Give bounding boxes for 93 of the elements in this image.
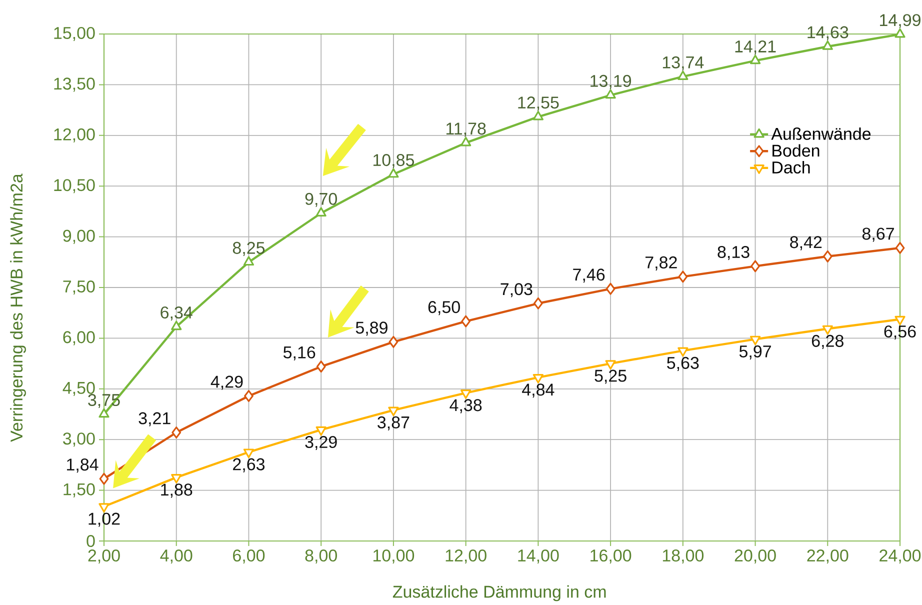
data-label: 10,85 bbox=[373, 154, 414, 168]
point bbox=[750, 260, 760, 272]
y-tick-label: 15,00 bbox=[54, 26, 95, 42]
point bbox=[388, 336, 398, 348]
point bbox=[171, 474, 182, 484]
point bbox=[606, 282, 616, 295]
point bbox=[532, 110, 544, 120]
data-label: 6,28 bbox=[812, 334, 844, 349]
data-label: 5,25 bbox=[594, 370, 626, 384]
data-label: 14,99 bbox=[880, 14, 920, 28]
y-tick-label: 4,50 bbox=[62, 382, 95, 396]
point bbox=[822, 325, 833, 335]
data-label: 7,46 bbox=[573, 268, 605, 283]
data-label: 12,55 bbox=[518, 96, 559, 111]
data-label: 13,74 bbox=[662, 56, 704, 70]
data-label: 5,63 bbox=[667, 356, 699, 371]
data-label: 3,29 bbox=[305, 436, 337, 450]
data-label: 8,25 bbox=[232, 242, 265, 256]
y-tick-label: 6,00 bbox=[63, 331, 95, 346]
legend-label: Dach bbox=[772, 161, 810, 174]
data-label: 2,63 bbox=[233, 458, 265, 472]
legend-label: Außenwände bbox=[771, 127, 871, 140]
point bbox=[605, 360, 616, 370]
y-tick-label: 13,50 bbox=[54, 78, 95, 92]
point bbox=[243, 256, 254, 266]
x-tick-label: 14,00 bbox=[518, 550, 559, 564]
point bbox=[99, 472, 109, 485]
point bbox=[316, 207, 326, 217]
point bbox=[171, 320, 182, 330]
data-label: 4,29 bbox=[210, 376, 243, 390]
x-tick-label: 4,00 bbox=[160, 550, 192, 564]
data-label: 5,16 bbox=[283, 346, 316, 360]
data-label: 7,82 bbox=[646, 256, 677, 270]
data-label: 3,21 bbox=[138, 412, 170, 426]
y-tick-label: 1,50 bbox=[64, 483, 95, 498]
point bbox=[894, 316, 906, 326]
point bbox=[822, 250, 832, 262]
data-label: 7,03 bbox=[500, 283, 532, 298]
point bbox=[460, 390, 472, 399]
y-tick-label: 9,00 bbox=[63, 230, 95, 244]
y-tick-label: 10,50 bbox=[54, 179, 95, 194]
data-label: 8,67 bbox=[862, 228, 894, 242]
x-axis-title: Zusätzliche Dämmung in cm bbox=[392, 585, 606, 602]
point bbox=[532, 374, 544, 384]
point bbox=[388, 406, 399, 416]
legend-label: Boden bbox=[772, 144, 820, 157]
point bbox=[678, 347, 688, 357]
point bbox=[678, 270, 688, 283]
data-label: 9,70 bbox=[305, 192, 337, 207]
x-tick-label: 8,00 bbox=[305, 550, 337, 564]
y-tick-label: 7,50 bbox=[63, 280, 95, 295]
point bbox=[605, 89, 616, 99]
point bbox=[678, 70, 688, 80]
x-tick-label: 10,00 bbox=[373, 550, 414, 564]
data-label: 1,84 bbox=[67, 458, 98, 473]
data-label: 3,87 bbox=[378, 416, 410, 430]
y-tick-label: 0 bbox=[86, 534, 95, 548]
data-label: 8,42 bbox=[790, 236, 822, 250]
data-label: 5,97 bbox=[739, 345, 771, 360]
point bbox=[894, 28, 906, 38]
data-label: 11,78 bbox=[446, 122, 486, 137]
data-label: 13,19 bbox=[590, 74, 632, 89]
data-label: 5,89 bbox=[356, 322, 388, 336]
x-tick-label: 6,00 bbox=[233, 550, 265, 564]
data-label: 6,50 bbox=[428, 301, 460, 316]
point bbox=[316, 426, 326, 436]
point bbox=[750, 336, 761, 346]
point bbox=[750, 54, 761, 64]
y-tick-label: 3,00 bbox=[63, 432, 95, 447]
data-label: 4,84 bbox=[522, 384, 554, 398]
x-tick-label: 24,00 bbox=[880, 550, 921, 564]
x-tick-label: 2,00 bbox=[88, 550, 120, 564]
point bbox=[316, 360, 326, 373]
point bbox=[895, 242, 905, 254]
y-tick-label: 12,00 bbox=[54, 128, 95, 142]
point bbox=[460, 136, 472, 146]
x-tick-label: 22,00 bbox=[807, 550, 848, 564]
data-label: 14,21 bbox=[735, 40, 776, 54]
data-label: 8,13 bbox=[718, 246, 750, 260]
x-tick-label: 20,00 bbox=[734, 550, 776, 564]
y-axis-title: Verringerung des HWB in kWh/m2a bbox=[10, 174, 26, 442]
x-tick-label: 16,00 bbox=[590, 550, 632, 564]
x-tick-label: 18,00 bbox=[662, 550, 704, 564]
point bbox=[244, 390, 254, 402]
x-tick-label: 12,00 bbox=[446, 550, 486, 564]
data-label: 4,38 bbox=[450, 399, 482, 414]
point bbox=[461, 315, 471, 328]
point bbox=[172, 426, 182, 438]
point bbox=[822, 40, 833, 50]
point bbox=[243, 448, 254, 458]
point bbox=[388, 168, 399, 178]
data-label: 1,88 bbox=[161, 484, 192, 498]
point bbox=[533, 297, 543, 310]
